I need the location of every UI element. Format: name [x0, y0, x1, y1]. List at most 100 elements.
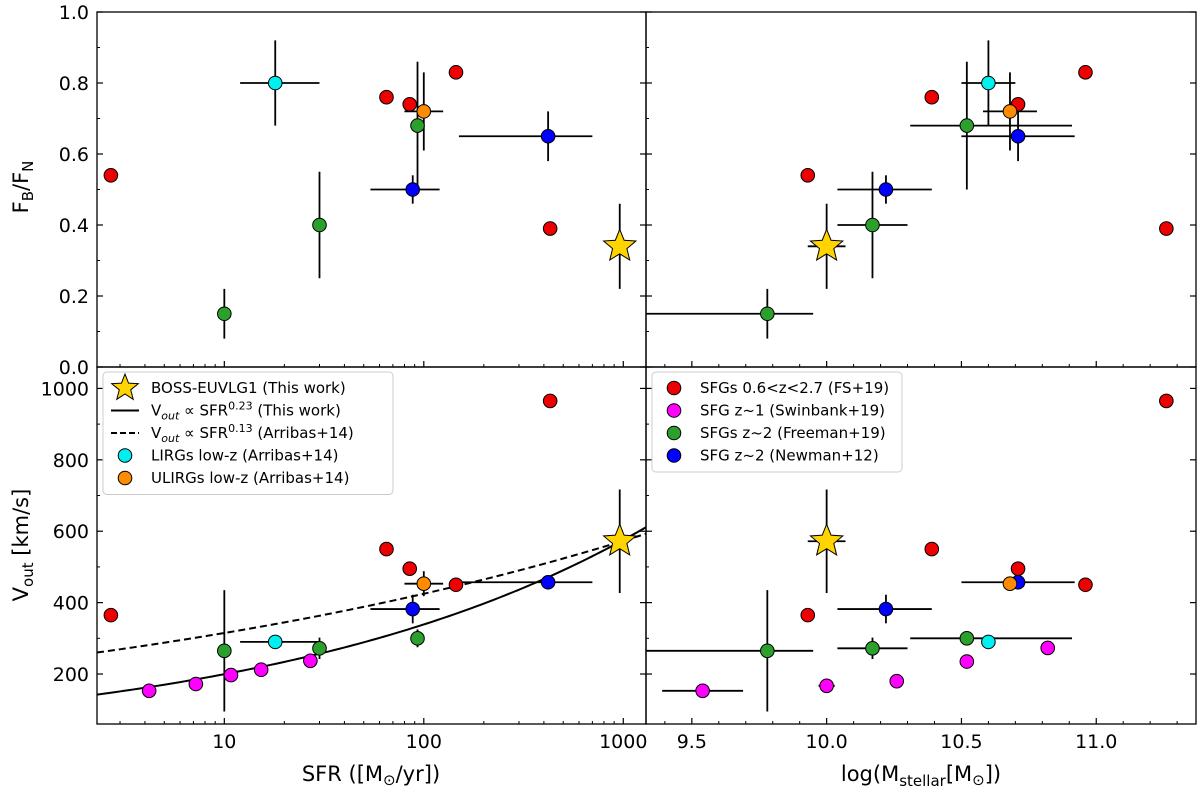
point-fs19-3 [448, 65, 464, 80]
legend-label-1: Vout ∝ SFR0.23 (This work) [151, 400, 341, 423]
xlabel-bottom-left: SFR ([M⊙/yr]) [302, 762, 440, 789]
point-freeman19-0 [760, 643, 775, 659]
ytick-label-ratio_vs_sfr-5: 1.0 [59, 2, 89, 24]
point-newman12-1 [540, 574, 556, 590]
legend-label-1: SFG z~1 (Swinbank+19) [700, 402, 885, 420]
point-freeman19-2 [959, 118, 975, 133]
point-newman12-0 [405, 182, 421, 197]
legend-marker-0 [666, 380, 682, 396]
xtick-label-vout_vs_mass-0: 9.5 [677, 731, 707, 753]
point-freeman19-2 [410, 631, 425, 646]
point-freeman19-1 [312, 217, 327, 233]
plot-area-ratio_vs_sfr [103, 40, 638, 339]
point-freeman19-1 [865, 641, 880, 656]
legend-box-vout_vs_mass [651, 371, 903, 473]
point-swinbank19-3 [253, 662, 269, 678]
ytick-label-ratio_vs_sfr-3: 0.6 [59, 144, 89, 166]
point-freeman19-1 [865, 217, 880, 233]
ylabel-top-left: FB/FN [9, 161, 37, 214]
xtick-label-vout_vs_sfr-0: 10 [212, 731, 236, 753]
point-this_work-0 [809, 227, 845, 262]
point-swinbank19-3 [959, 654, 975, 669]
legend-label-2: Vout ∝ SFR0.13 (Arribas+14) [151, 422, 354, 445]
point-freeman19-0 [217, 643, 232, 659]
point-swinbank19-1 [188, 676, 204, 692]
point-arribas_ulirgs-0 [1002, 104, 1018, 119]
plot-area-vout_vs_mass [646, 393, 1174, 712]
legend-label-4: ULIRGs low-z (Arribas+14) [151, 469, 349, 487]
axis-labels: FB/FN Vout [km/s] SFR ([M⊙/yr]) log(Mste… [9, 161, 1001, 790]
ylabel-bottom-left: Vout [km/s] [9, 489, 37, 602]
point-newman12-1 [1010, 128, 1026, 144]
point-arribas_lirgs-0 [981, 75, 996, 91]
point-freeman19-0 [217, 306, 232, 322]
point-swinbank19-0 [695, 683, 710, 699]
axis-ticks: 0.0 0.2 0.4 0.6 0.8 1.0 200 400 600 800 1000 10 100 1… [41, 2, 1196, 753]
ytick-label-ratio_vs_sfr-1: 0.2 [59, 286, 89, 308]
legend-marker-4 [117, 470, 133, 486]
data-layer [97, 40, 1174, 712]
point-newman12-0 [405, 601, 421, 617]
point-arribas_ulirgs-0 [1002, 576, 1018, 591]
legend-label-3: SFG z~2 (Newman+12) [700, 447, 879, 465]
point-fs19-1 [924, 89, 940, 105]
point-fs19-3 [1078, 65, 1093, 80]
point-fs19-2 [402, 97, 418, 112]
ytick-label-vout_vs_sfr-3: 800 [53, 450, 89, 472]
point-fs19-1 [379, 89, 394, 105]
point-freeman19-2 [410, 118, 425, 133]
ytick-label-ratio_vs_sfr-4: 0.8 [59, 73, 89, 95]
point-arribas_lirgs-0 [981, 634, 996, 650]
point-fs19-0 [800, 607, 816, 623]
point-swinbank19-2 [889, 673, 905, 689]
legend-label-2: SFGs z~2 (Freeman+19) [700, 424, 886, 442]
point-swinbank19-4 [1040, 640, 1056, 656]
point-fs19-4 [542, 221, 558, 236]
fit-line-arribas14 [97, 532, 646, 654]
point-fs19-4 [1159, 393, 1174, 409]
point-freeman19-1 [312, 641, 327, 656]
ytick-label-vout_vs_sfr-4: 1000 [41, 378, 89, 400]
point-arribas_lirgs-0 [267, 634, 283, 650]
legend-label-0: BOSS-EUVLG1 (This work) [151, 379, 346, 397]
point-fs19-1 [924, 541, 940, 557]
ytick-label-vout_vs_sfr-0: 200 [53, 664, 89, 686]
ytick-label-ratio_vs_sfr-0: 0.0 [59, 357, 89, 379]
point-fs19-0 [103, 607, 119, 623]
xtick-label-vout_vs_sfr-2: 1000 [599, 731, 647, 753]
point-this_work-0 [809, 522, 845, 557]
point-arribas_lirgs-0 [267, 75, 283, 91]
legend-marker-0 [110, 372, 140, 401]
point-fs19-1 [379, 541, 394, 557]
point-newman12-0 [878, 601, 894, 617]
xtick-label-vout_vs_mass-2: 10.5 [940, 731, 982, 753]
ytick-label-vout_vs_sfr-1: 400 [53, 593, 89, 615]
point-fs19-2 [1010, 561, 1026, 577]
ytick-label-vout_vs_sfr-2: 600 [53, 521, 89, 543]
fit-line-this-work [97, 526, 646, 696]
xtick-label-vout_vs_mass-3: 11.0 [1075, 731, 1117, 753]
point-fs19-2 [402, 561, 418, 577]
legend-layer: BOSS-EUVLG1 (This work) Vout ∝ SFR0.23 (T… [102, 371, 903, 495]
frame-vout_vs_mass [645, 366, 1197, 725]
legend-marker-2 [666, 425, 682, 441]
point-newman12-0 [878, 182, 894, 197]
point-arribas_ulirgs-0 [416, 104, 432, 119]
point-freeman19-0 [760, 306, 775, 322]
point-swinbank19-0 [141, 683, 157, 699]
point-fs19-4 [1159, 221, 1174, 236]
point-fs19-0 [800, 168, 816, 183]
point-fs19-3 [1078, 577, 1093, 593]
point-this_work-0 [602, 522, 638, 557]
xlabel-bottom-right: log(Mstellar[M⊙]) [841, 762, 1001, 790]
xtick-label-vout_vs_sfr-1: 100 [406, 731, 442, 753]
legend-label-3: LIRGs low-z (Arribas+14) [151, 447, 338, 465]
point-newman12-1 [540, 128, 556, 144]
point-fs19-3 [448, 577, 464, 593]
legend-marker-1 [666, 403, 682, 418]
legend-label-0: SFGs 0.6<z<2.7 (FS+19) [700, 379, 889, 397]
xtick-label-vout_vs_mass-1: 10.0 [805, 731, 847, 753]
point-this_work-0 [602, 227, 638, 262]
point-arribas_ulirgs-0 [416, 576, 432, 591]
